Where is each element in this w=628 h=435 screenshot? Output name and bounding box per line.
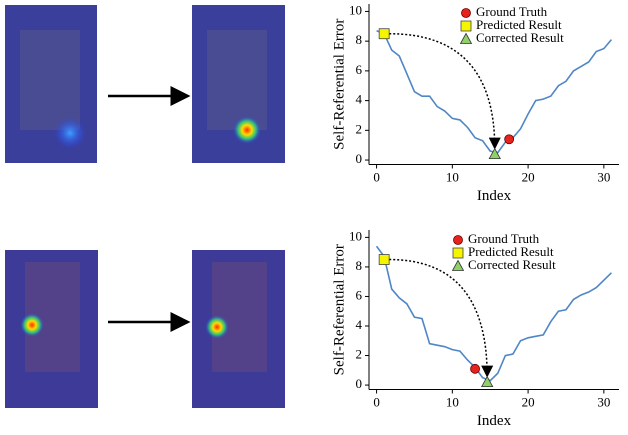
y-tick-label: 2 (356, 121, 363, 136)
legend-marker (453, 261, 464, 271)
x-tick-label: 0 (373, 394, 380, 409)
x-axis-label: Index (477, 188, 512, 204)
x-tick-label: 30 (597, 394, 610, 409)
y-tick-label: 8 (356, 258, 363, 273)
x-tick-label: 10 (446, 394, 459, 409)
y-axis-label: Self-Referential Error (331, 19, 347, 150)
y-tick-label: 2 (356, 347, 363, 362)
y-tick-label: 4 (356, 92, 363, 107)
point-marker (505, 135, 514, 144)
legend-marker (461, 34, 472, 44)
correction-arrow (389, 34, 495, 148)
x-tick-label: 0 (373, 169, 380, 184)
y-tick-label: 6 (356, 287, 363, 302)
y-axis-label: Self-Referential Error (331, 244, 347, 375)
y-tick-label: 10 (349, 228, 362, 243)
correction-arrow (389, 260, 487, 377)
legend-label: Corrected Result (476, 30, 564, 45)
legend-marker (461, 21, 471, 31)
legend-marker (453, 248, 463, 258)
y-tick-label: 10 (349, 2, 362, 17)
x-tick-label: 30 (597, 169, 610, 184)
legend-marker (462, 9, 471, 18)
x-tick-label: 20 (522, 169, 535, 184)
point-marker (379, 29, 389, 39)
point-marker (379, 255, 389, 265)
heatmap-images (5, 5, 285, 408)
x-tick-label: 20 (522, 394, 535, 409)
legend-label: Corrected Result (468, 257, 556, 272)
point-marker (489, 149, 500, 159)
y-tick-label: 8 (356, 32, 363, 47)
point-marker (471, 364, 480, 373)
legend-marker (454, 236, 463, 245)
figure: 02468100102030IndexSelf-Referential Erro… (0, 0, 628, 435)
y-tick-label: 0 (356, 151, 363, 166)
x-tick-label: 10 (446, 169, 459, 184)
y-tick-label: 4 (356, 317, 363, 332)
y-tick-label: 6 (356, 62, 363, 77)
x-axis-label: Index (477, 413, 512, 429)
y-tick-label: 0 (356, 376, 363, 391)
